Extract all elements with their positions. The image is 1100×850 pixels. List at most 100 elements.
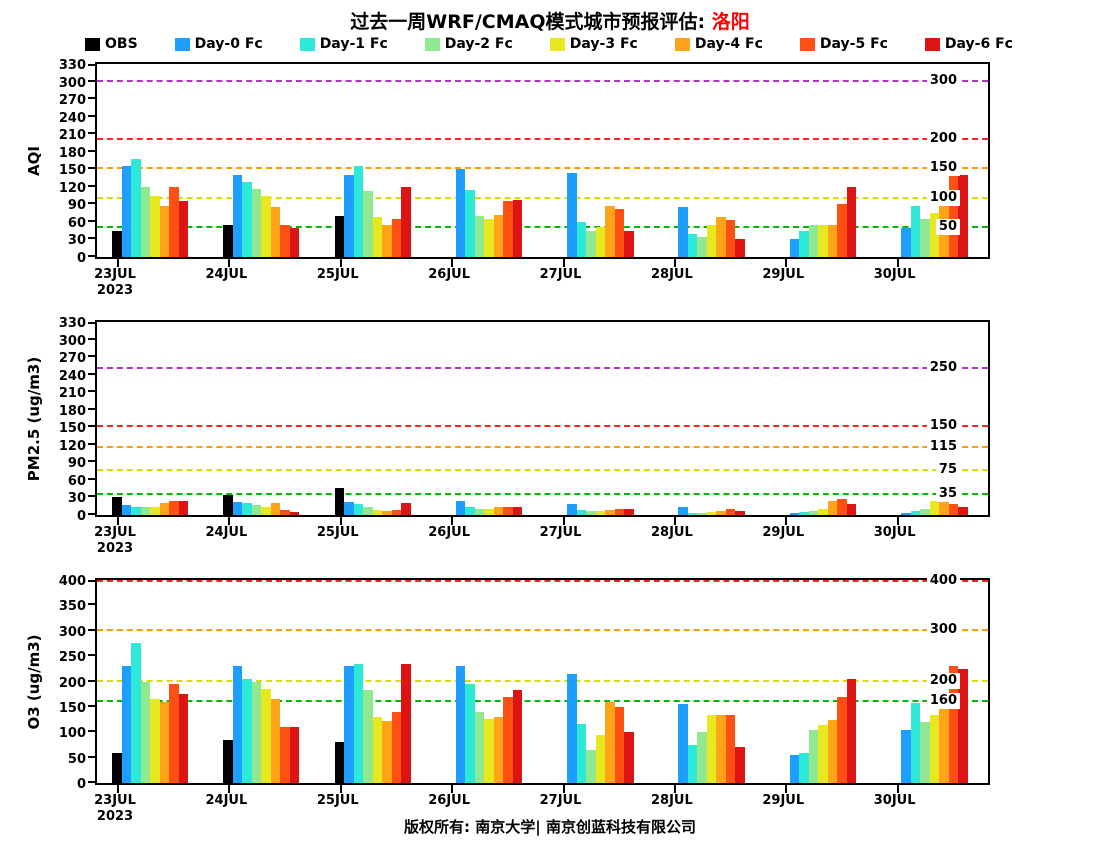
bar-day-4-fc (493, 507, 504, 515)
bar-day-3-fc (150, 196, 160, 257)
bar-day-5-fc (614, 706, 624, 783)
x-tick-mark (117, 517, 119, 525)
reference-line-label: 115 (926, 438, 960, 455)
reference-line-label: 50 (935, 218, 960, 235)
y-tick-label: 180 (58, 403, 86, 419)
bar-day-1-fc (576, 509, 586, 515)
x-tick-label: 29JUL (762, 267, 805, 282)
y-tick-mark (88, 149, 95, 152)
y-tick-mark (88, 219, 95, 222)
bar-day-1-fc (465, 189, 475, 257)
bar-day-4-fc (270, 502, 281, 515)
bar-day-0-fc (901, 512, 911, 515)
y-tick-mark (88, 184, 95, 187)
y-tick-mark (88, 132, 95, 135)
x-tick-label: 30JUL (873, 793, 916, 808)
bar-day-2-fc (586, 510, 596, 515)
x-tick-mark (339, 517, 342, 525)
y-tick-mark (88, 755, 95, 758)
bar-day-1-fc (131, 506, 141, 515)
bar-day-2-fc (474, 508, 485, 515)
pm25-axis-title: PM2.5 (ug/m3) (25, 356, 43, 481)
y-tick-mark (88, 202, 95, 205)
x-tick-mark (117, 785, 119, 793)
legend-label: Day-6 Fc (944, 36, 1013, 52)
bar-day-3-fc (929, 500, 940, 515)
y-tick-label: 200 (58, 675, 86, 691)
bar-day-0-fc (121, 166, 131, 257)
bar-day-2-fc (363, 190, 373, 257)
x-tick-mark (785, 259, 788, 267)
bar-day-5-fc (280, 727, 290, 783)
bar-day-0-fc (344, 175, 354, 257)
bar-day-6-fc (846, 186, 857, 257)
x-tick-mark (451, 785, 454, 793)
x-tick-mark (451, 517, 454, 525)
y-tick-label: 150 (58, 700, 86, 716)
bar-day-4-fc (382, 510, 392, 515)
x-tick-mark (562, 259, 565, 267)
y-tick-mark (88, 355, 95, 358)
bar-day-4-fc (939, 495, 949, 515)
y-tick-label: 0 (76, 777, 86, 792)
pm25-x-axis: 23JUL 2023 24JUL 25JUL 26JUL 27JUL 28JUL 29JUL 3… (94, 525, 990, 559)
reference-line (97, 699, 988, 702)
bar-day-0-fc (901, 227, 911, 257)
x-tick-label: 28JUL (650, 525, 693, 540)
bar-day-0-fc (789, 512, 800, 515)
bar-day-4-fc (382, 224, 392, 257)
y-tick-label: 90 (67, 456, 86, 472)
reference-line (97, 196, 988, 199)
bar-day-4-fc (493, 214, 504, 257)
y-tick-mark (88, 513, 95, 515)
bar-day-4-fc (270, 207, 281, 257)
y-tick-mark (88, 460, 95, 463)
x-tick-label: 23JUL 2023 (94, 267, 136, 298)
bar-day-4-fc (939, 699, 949, 783)
bar-day-5-fc (725, 220, 736, 257)
bar-day-1-fc (687, 744, 698, 783)
y-tick-label: 30 (67, 491, 86, 507)
reference-line-label: 35 (935, 485, 960, 502)
bar-day-5-fc (948, 169, 959, 257)
x-tick-mark (896, 785, 899, 793)
bar-day-4-fc (382, 721, 392, 783)
x-tick-label: 24JUL (205, 793, 248, 808)
reference-line (97, 366, 988, 369)
y-tick-mark (88, 603, 95, 606)
bar-day-0-fc (344, 666, 354, 783)
y-tick-label: 240 (58, 110, 86, 126)
bar-day-6-fc (512, 690, 523, 783)
y-tick-label: 60 (67, 473, 86, 489)
x-tick-label: 28JUL (650, 267, 693, 282)
bar-day-3-fc (150, 699, 160, 783)
x-tick-mark (339, 259, 342, 267)
reference-line (97, 492, 988, 495)
legend-swatch (174, 37, 190, 51)
y-tick-label: 400 (58, 574, 86, 589)
bar-day-0-fc (121, 505, 131, 515)
y-tick-label: 300 (58, 333, 86, 349)
bar-day-2-fc (586, 750, 596, 783)
bar-day-1-fc (799, 752, 809, 783)
y-tick-label: 270 (58, 93, 86, 109)
bar-day-2-fc (140, 681, 150, 783)
legend-item: Day-6 Fc (924, 36, 1013, 52)
bar-day-1-fc (687, 512, 698, 515)
bar-day-4-fc (159, 701, 169, 783)
aqi-y-axis: 0 30 60 90 120 150 180 210 240 270 300 330 (50, 58, 90, 266)
x-tick-mark (785, 517, 788, 525)
bar-day-5-fc (614, 508, 624, 515)
bar-day-4-fc (605, 205, 615, 257)
y-tick-mark (88, 97, 95, 100)
bar-day-0-fc (678, 506, 688, 515)
bar-day-5-fc (503, 506, 513, 515)
bar-obs (334, 487, 345, 515)
reference-line (97, 469, 988, 472)
reference-line (97, 79, 988, 82)
x-tick-label: 23JUL 2023 (94, 793, 136, 824)
bar-day-2-fc (808, 510, 819, 515)
y-tick-mark (88, 255, 95, 257)
bar-day-0-fc (121, 666, 131, 783)
x-tick-mark (117, 259, 119, 267)
